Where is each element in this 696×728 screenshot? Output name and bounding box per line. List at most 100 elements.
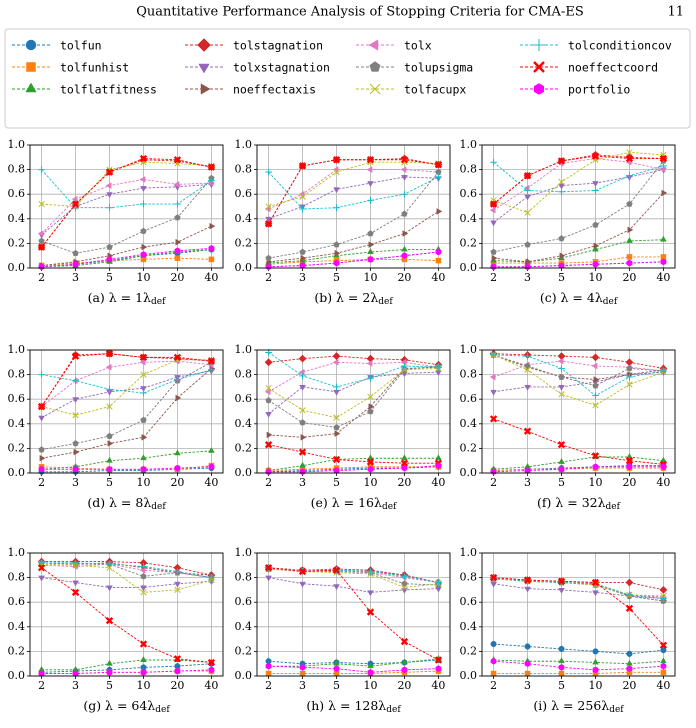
series-line xyxy=(41,225,212,266)
marker xyxy=(38,166,45,173)
marker xyxy=(265,168,272,176)
marker xyxy=(592,648,599,655)
marker xyxy=(72,440,79,447)
series-line xyxy=(41,561,212,576)
marker xyxy=(265,468,272,476)
marker xyxy=(174,581,181,588)
marker xyxy=(592,392,599,399)
marker xyxy=(299,664,306,671)
x-tick-label: 3 xyxy=(72,476,79,489)
x-tick-label: 10 xyxy=(136,679,150,692)
marker xyxy=(660,669,667,676)
marker xyxy=(106,386,113,393)
series-line xyxy=(41,466,212,470)
y-tick-label: 0.2 xyxy=(8,441,26,454)
marker xyxy=(72,397,79,404)
marker xyxy=(198,63,210,74)
marker xyxy=(141,243,148,251)
marker xyxy=(298,162,307,170)
y-tick-label: 0.0 xyxy=(460,261,478,274)
series-line xyxy=(268,158,439,224)
y-tick-label: 0.0 xyxy=(8,261,26,274)
marker xyxy=(38,446,45,453)
marker xyxy=(264,220,273,228)
marker xyxy=(660,456,667,463)
y-tick-label: 0.8 xyxy=(235,163,253,176)
marker xyxy=(558,384,565,391)
marker xyxy=(71,352,80,360)
y-tick-label: 0.2 xyxy=(8,236,26,249)
caption-text: (b) λ = 2λ xyxy=(314,290,378,305)
marker xyxy=(524,241,531,248)
marker xyxy=(435,665,442,672)
marker xyxy=(105,168,114,176)
marker xyxy=(367,408,374,415)
series-line xyxy=(493,353,664,369)
caption-subscript: def xyxy=(603,297,618,307)
marker xyxy=(140,585,147,592)
marker xyxy=(265,662,272,670)
legend-label: noeffectcoord xyxy=(568,61,658,75)
marker xyxy=(660,662,667,670)
marker xyxy=(105,182,112,189)
marker xyxy=(558,587,565,594)
x-tick-label: 3 xyxy=(72,679,79,692)
y-tick-label: 0.2 xyxy=(235,236,253,249)
x-tick-label: 40 xyxy=(656,476,670,489)
marker xyxy=(435,248,442,256)
marker xyxy=(332,156,341,164)
marker xyxy=(660,647,667,654)
marker xyxy=(524,586,531,593)
marker xyxy=(524,209,531,216)
marker xyxy=(72,249,79,256)
caption-text: (g) λ = 64λ xyxy=(83,698,155,713)
marker xyxy=(626,259,633,267)
series-line xyxy=(41,562,212,579)
marker xyxy=(265,670,272,677)
marker xyxy=(435,257,442,264)
marker xyxy=(266,431,273,439)
marker xyxy=(175,394,182,402)
series-line xyxy=(493,659,664,665)
marker xyxy=(208,256,215,263)
marker xyxy=(209,222,216,230)
marker xyxy=(173,353,182,362)
axes-frame xyxy=(481,552,676,677)
x-tick-label: 5 xyxy=(333,679,340,692)
series-line xyxy=(41,577,212,588)
marker xyxy=(400,459,409,467)
x-tick-label: 20 xyxy=(622,679,636,692)
marker xyxy=(264,441,273,449)
marker xyxy=(106,659,113,666)
marker xyxy=(141,433,148,441)
axes-frame xyxy=(256,349,451,474)
marker xyxy=(25,82,37,93)
marker xyxy=(140,563,147,570)
caption: (e) λ = 16λdef xyxy=(311,495,397,512)
marker xyxy=(71,588,80,597)
marker xyxy=(106,564,113,571)
marker xyxy=(367,454,374,461)
marker xyxy=(140,200,147,208)
marker xyxy=(140,668,147,676)
y-tick-label: 0.0 xyxy=(8,466,26,479)
marker xyxy=(369,83,381,95)
marker xyxy=(490,657,497,665)
series-line xyxy=(493,160,664,253)
series-line xyxy=(268,670,439,674)
series-line xyxy=(41,178,212,234)
legend-label: tolfun xyxy=(60,39,102,53)
y-tick-label: 0.8 xyxy=(8,368,26,381)
marker xyxy=(37,402,46,411)
marker xyxy=(660,657,667,664)
x-tick-label: 3 xyxy=(524,679,531,692)
marker xyxy=(558,670,565,677)
y-tick-label: 1.0 xyxy=(8,546,26,559)
caption-subscript: def xyxy=(155,705,170,715)
marker xyxy=(265,397,272,404)
series-line xyxy=(493,643,664,655)
x-tick-label: 3 xyxy=(524,476,531,489)
marker xyxy=(626,650,633,657)
marker xyxy=(264,388,271,396)
marker xyxy=(592,181,599,187)
